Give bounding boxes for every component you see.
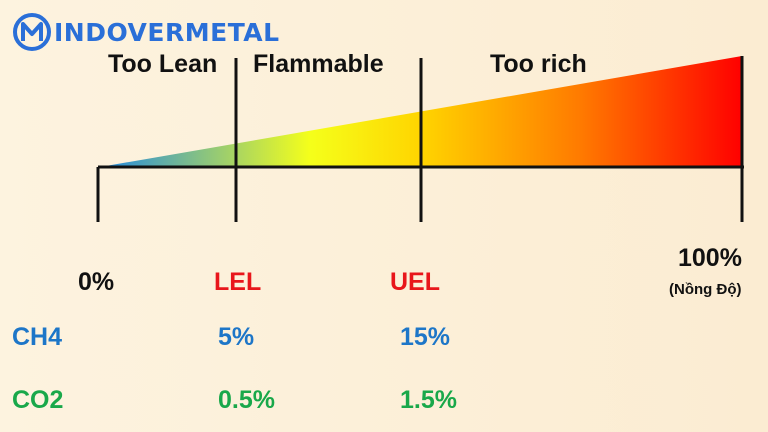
gas-name-ch4: CH4 [12,323,63,351]
co2-lel-value: 0.5% [218,386,275,414]
concentration-unit: (Nồng Độ) [669,281,742,298]
zone-label-too-lean: Too Lean [108,50,218,78]
ch4-lel-value: 5% [218,323,255,351]
gas-name-co2: CO2 [12,386,64,414]
marker-lel: LEL [214,268,262,296]
marker-100-percent: 100% [678,244,742,272]
zone-label-flammable: Flammable [253,50,384,78]
ch4-uel-value: 15% [400,323,451,351]
marker-0-percent: 0% [78,268,115,296]
zone-label-too-rich: Too rich [490,50,587,78]
m-circle-logo-icon [13,13,51,51]
brand-logo: INDOVERMETAL [12,12,280,52]
brand-name: INDOVERMETAL [54,17,280,47]
marker-uel: UEL [390,268,440,296]
co2-uel-value: 1.5% [400,386,457,414]
